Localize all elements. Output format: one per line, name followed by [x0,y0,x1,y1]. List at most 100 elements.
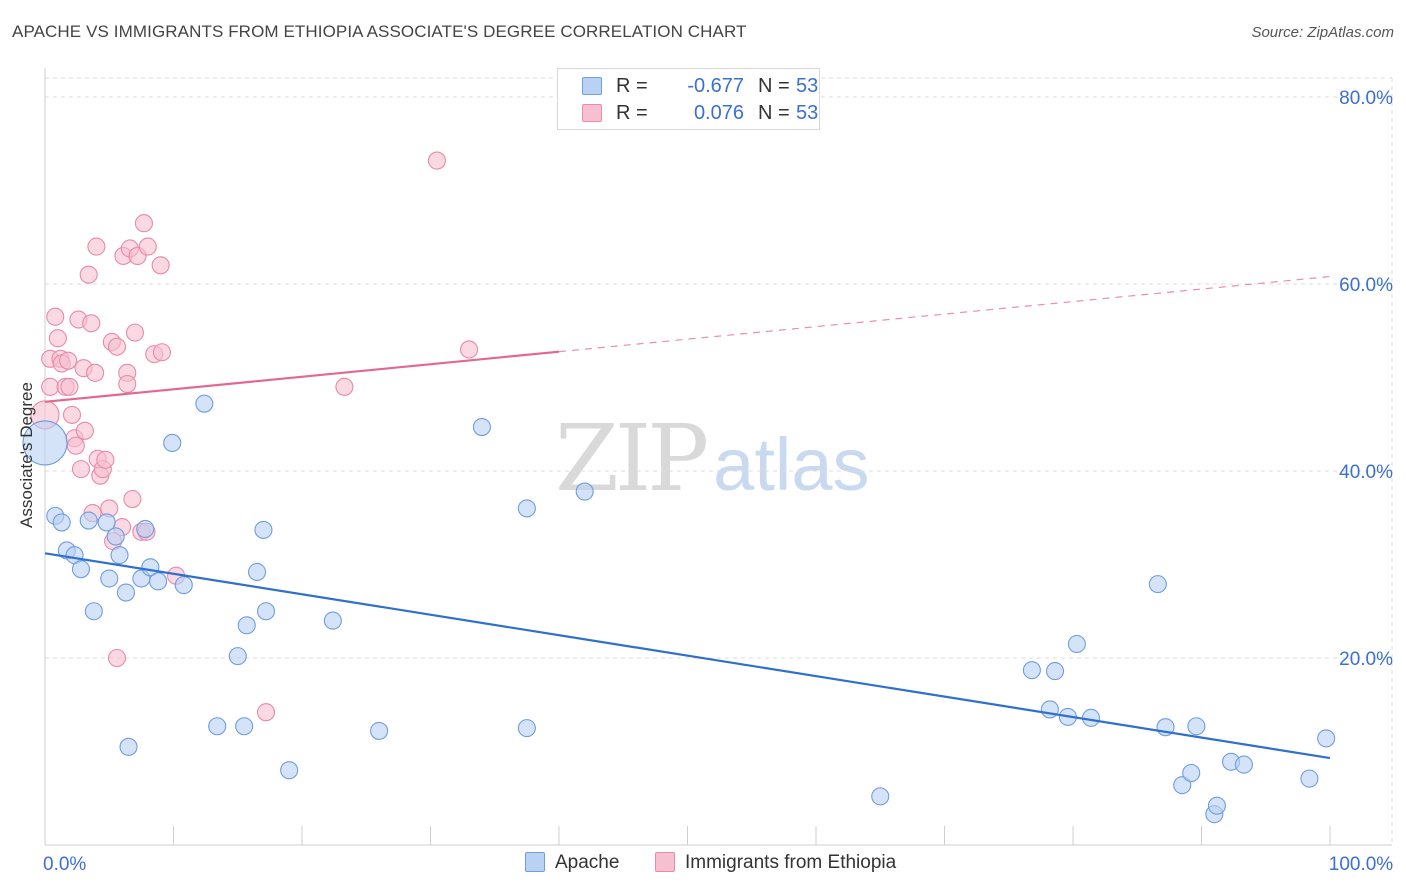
ethiopia-point [151,256,170,275]
x-tick-label: 0.0% [43,854,86,875]
apache-point [254,520,273,539]
apache-point [1207,796,1226,815]
apache-point [1300,769,1319,788]
ethiopia-point [118,374,137,394]
ethiopia-point [75,421,94,440]
series-apache [22,394,1336,824]
ethiopia-trend-extension [558,275,1331,353]
apache-point [79,511,98,530]
apache-legend-label: Apache [555,852,620,873]
apache-point [195,394,214,413]
apache-trend-line [44,552,1331,760]
ethiopia-point [59,351,78,370]
ethiopia-point [138,237,157,256]
n-value: 53 [796,102,819,124]
apache-point [174,576,193,595]
bottom-legend-apache: Apache [525,852,619,874]
apache-point [871,787,890,806]
n-label: N = [758,102,790,124]
r-label: R = [616,102,648,124]
apache-point [370,721,389,740]
apache-point [84,602,103,621]
ethiopia-point [125,323,144,342]
ethiopia-point [134,214,153,233]
ethiopia-point [96,450,115,469]
apache-point [1317,729,1336,748]
ethiopia-point [107,648,127,668]
apache-point [52,513,71,532]
apache-point [71,560,91,579]
apache-point [1067,634,1086,654]
apache-point [575,482,594,501]
ethiopia-point [427,151,446,170]
apache-legend-swatch [525,852,545,872]
apache-point [517,499,536,518]
tick-labels: 20.0% 40.0% 60.0% 80.0% 0.0% 100.0% [43,88,1393,875]
apache-point [149,572,168,591]
apache-point [100,569,119,588]
apache-point [235,717,254,736]
apache-point [1234,755,1253,774]
series-immigrants-from-ethiopia [30,151,479,722]
apache-point [256,602,276,621]
apache-point [228,647,247,666]
ethiopia-point [71,460,91,479]
y-tick-label: 20.0% [1339,649,1393,670]
trend-lines [44,275,1331,760]
source-label: Source: ZipAtlas.com [1251,24,1394,41]
apache-point [106,527,125,546]
apache-point [517,719,536,738]
y-tick-label: 80.0% [1339,88,1393,109]
apache-point [247,562,267,582]
n-label: N = [758,75,790,97]
apache-point [116,583,136,602]
ethiopia-trend-line [44,350,560,403]
ethiopia-legend-swatch [655,852,675,872]
ethiopia-point [335,377,354,396]
ethiopia-point [107,337,127,356]
ethiopia-legend-label: Immigrants from Ethiopia [685,852,897,873]
r-label: R = [616,75,648,97]
apache-point [97,513,116,532]
r-value: -0.677 [687,75,744,97]
apache-point [110,546,129,565]
y-tick-label: 60.0% [1339,275,1393,296]
chart-title: APACHE VS IMMIGRANTS FROM ETHIOPIA ASSOC… [12,22,747,41]
apache-point [323,611,342,630]
apache-point [119,737,138,756]
ethiopia-point [48,329,67,348]
ethiopia-point [256,703,276,722]
correlation-legend: R = -0.677 N = 53 R = 0.076 N = 53 [557,68,820,130]
apache-swatch [582,77,602,95]
ethiopia-point [86,363,105,382]
apache-point [472,418,491,437]
ethiopia-point [66,436,85,455]
apache-point [1022,661,1041,680]
ethiopia-point [152,343,171,362]
apache-point [136,519,155,539]
apache-point [280,761,299,780]
ethiopia-point [41,377,60,396]
bottom-legend-ethiopia: Immigrants from Ethiopia [655,852,896,874]
apache-point [1187,717,1206,736]
apache-point [1148,575,1167,594]
r-value: 0.076 [693,102,744,124]
x-tick-label: 100.0% [1329,854,1394,875]
ethiopia-point [87,237,106,256]
ethiopia-point [46,307,65,326]
apache-point [1081,708,1101,727]
y-tick-label: 40.0% [1339,462,1393,483]
ethiopia-point [459,340,479,359]
ethiopia-point [123,489,142,509]
apache-point [237,616,256,635]
apache-point [163,433,182,453]
apache-point [1173,776,1192,795]
ethiopia-point [82,314,101,333]
ethiopia-point [60,377,79,396]
ethiopia-point [62,405,82,424]
apache-point [1182,763,1201,783]
watermark-atlas: atlas [713,423,870,506]
ethiopia-point [79,265,98,284]
apache-point [1045,662,1065,681]
